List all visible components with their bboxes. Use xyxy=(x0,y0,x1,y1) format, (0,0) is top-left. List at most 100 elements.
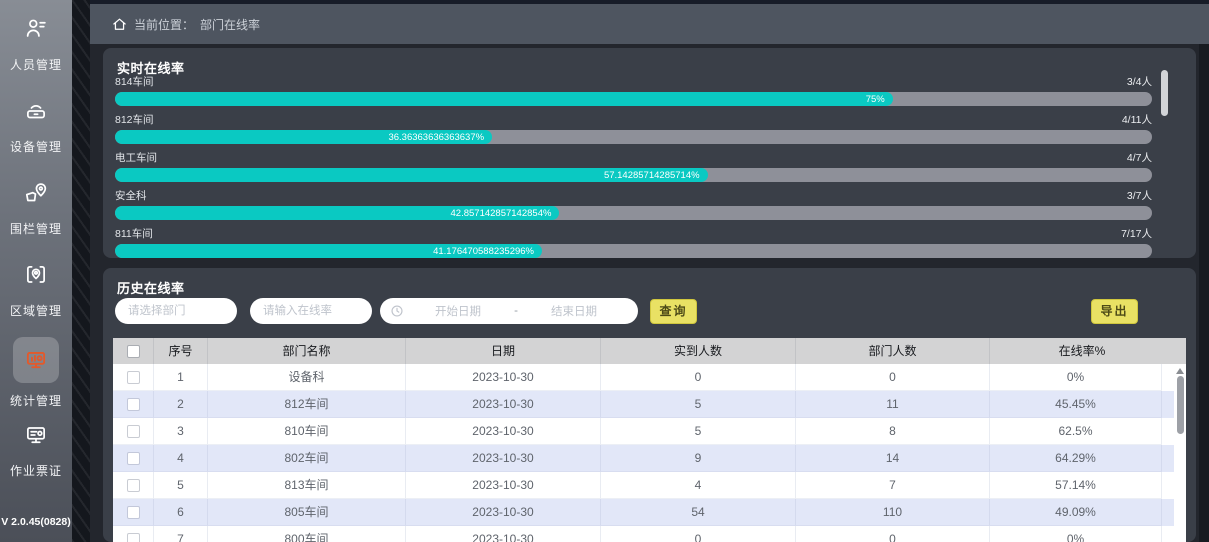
cell-total: 7 xyxy=(796,472,990,499)
table-row[interactable]: 7 800车间 2023-10-30 0 0 0% xyxy=(113,526,1186,542)
bar-dept-label: 812车间 xyxy=(115,114,154,126)
bar-count-label: 3/7人 xyxy=(1126,190,1152,202)
table-row[interactable]: 4 802车间 2023-10-30 9 14 64.29% xyxy=(113,445,1186,472)
table-scrollbar-thumb[interactable] xyxy=(1176,376,1184,434)
bar-track: 75% xyxy=(115,92,1152,106)
realtime-scrollbar-thumb[interactable] xyxy=(1161,70,1168,116)
sidebar-item-work-ticket[interactable]: 作业票证 xyxy=(0,422,72,479)
sidebar-item-area[interactable]: 区域管理 xyxy=(0,262,72,319)
column-header-date: 日期 xyxy=(406,338,601,364)
department-select-input[interactable] xyxy=(115,298,237,324)
table-row[interactable]: 6 805车间 2023-10-30 54 110 49.09% xyxy=(113,499,1186,526)
cell-total: 8 xyxy=(796,418,990,445)
home-icon xyxy=(113,18,126,30)
bar-percent-label: 57.14285714285714% xyxy=(603,169,700,181)
bar-count-label: 4/7人 xyxy=(1126,152,1152,164)
ticket-icon xyxy=(23,422,49,448)
cell-rate: 45.45% xyxy=(990,391,1162,418)
row-checkbox[interactable] xyxy=(126,532,140,542)
row-checkbox[interactable] xyxy=(126,451,140,465)
cell-date: 2023-10-30 xyxy=(406,499,601,526)
scroll-up-icon[interactable] xyxy=(1176,368,1184,374)
cell-rate: 0% xyxy=(990,526,1162,542)
sidebar-divider xyxy=(72,0,90,542)
cell-date: 2023-10-30 xyxy=(406,418,601,445)
app-version: V 2.0.45(0828) xyxy=(1,516,71,528)
cell-total: 0 xyxy=(796,526,990,542)
history-table: 序号 部门名称 日期 实到人数 部门人数 在线率% 1 设备科 2023-10-… xyxy=(113,338,1186,542)
breadcrumb-page: 部门在线率 xyxy=(200,18,261,32)
end-date-placeholder[interactable]: 结束日期 xyxy=(550,306,597,318)
history-panel-title: 历史在线率 xyxy=(117,281,185,296)
header-checkbox-cell xyxy=(113,338,154,364)
row-checkbox[interactable] xyxy=(126,370,140,384)
sidebar-item-statistics[interactable]: 统计管理 xyxy=(0,337,72,409)
cell-actual: 9 xyxy=(601,445,796,472)
active-item-highlight xyxy=(13,337,59,383)
row-checkbox[interactable] xyxy=(126,478,140,492)
bar-track: 41.176470588235296% xyxy=(115,244,1152,258)
bar-dept-label: 814车间 xyxy=(115,76,154,88)
cell-actual: 0 xyxy=(601,364,796,391)
bar-dept-label: 811车间 xyxy=(115,228,153,240)
row-checkbox[interactable] xyxy=(126,424,140,438)
start-date-placeholder[interactable]: 开始日期 xyxy=(435,306,482,318)
sidebar-item-personnel[interactable]: 人员管理 xyxy=(0,16,72,73)
sidebar-item-label: 统计管理 xyxy=(9,394,62,408)
cell-index: 3 xyxy=(154,418,208,445)
users-icon xyxy=(23,16,49,42)
bar-percent-label: 41.176470588235296% xyxy=(433,245,534,257)
export-button[interactable]: 导出 xyxy=(1091,299,1138,324)
bar-fill: 36.36363636363637% xyxy=(115,130,493,144)
cell-rate: 0% xyxy=(990,364,1162,391)
table-row[interactable]: 1 设备科 2023-10-30 0 0 0% xyxy=(113,364,1186,391)
sidebar-item-fence[interactable]: 围栏管理 xyxy=(0,180,72,237)
online-rate-input[interactable] xyxy=(250,298,372,324)
breadcrumb-label: 当前位置： xyxy=(134,18,195,32)
table-header: 序号 部门名称 日期 实到人数 部门人数 在线率% xyxy=(113,338,1186,364)
bar-percent-label: 75% xyxy=(865,93,885,105)
cell-actual: 5 xyxy=(601,391,796,418)
cell-rate: 64.29% xyxy=(990,445,1162,472)
bar-count-label: 4/11人 xyxy=(1121,114,1152,126)
clock-icon xyxy=(391,305,403,317)
realtime-bar-row: 电工车间 4/7人 57.14285714285714% xyxy=(115,148,1152,186)
select-all-checkbox[interactable] xyxy=(126,344,140,358)
right-edge-strip xyxy=(1199,44,1209,542)
table-row[interactable]: 2 812车间 2023-10-30 5 11 45.45% xyxy=(113,391,1186,418)
date-range-picker[interactable]: 开始日期 - 结束日期 xyxy=(380,298,638,324)
realtime-panel-title: 实时在线率 xyxy=(117,61,185,76)
sidebar-item-label: 设备管理 xyxy=(9,140,62,154)
table-row[interactable]: 5 813车间 2023-10-30 4 7 57.14% xyxy=(113,472,1186,499)
search-button[interactable]: 查询 xyxy=(650,299,697,324)
cell-department: 802车间 xyxy=(208,445,406,472)
bar-count-label: 3/4人 xyxy=(1126,76,1152,88)
cell-department: 810车间 xyxy=(208,418,406,445)
bar-fill: 57.14285714285714% xyxy=(115,168,708,182)
row-checkbox[interactable] xyxy=(126,505,140,519)
realtime-online-panel: 实时在线率 814车间 3/4人 75% 812车间 4/11人 36.3636… xyxy=(103,48,1196,258)
row-checkbox-cell xyxy=(113,499,154,526)
bar-fill: 41.176470588235296% xyxy=(115,244,542,258)
cell-index: 7 xyxy=(154,526,208,542)
stats-icon xyxy=(23,347,49,373)
cell-rate: 57.14% xyxy=(990,472,1162,499)
sidebar-item-equipment[interactable]: 设备管理 xyxy=(0,98,72,155)
history-online-panel: 历史在线率 开始日期 - 结束日期 查询 导出 序号 部门名称 日期 实到人数 … xyxy=(103,268,1196,542)
cell-total: 110 xyxy=(796,499,990,526)
bar-track: 42.857142857142854% xyxy=(115,206,1152,220)
cell-date: 2023-10-30 xyxy=(406,364,601,391)
cell-actual: 4 xyxy=(601,472,796,499)
row-checkbox[interactable] xyxy=(126,397,140,411)
table-scrollbar[interactable] xyxy=(1174,364,1186,542)
bar-track: 57.14285714285714% xyxy=(115,168,1152,182)
cell-index: 4 xyxy=(154,445,208,472)
realtime-bar-row: 812车间 4/11人 36.36363636363637% xyxy=(115,110,1152,148)
cell-actual: 54 xyxy=(601,499,796,526)
topbar: 当前位置： 部门在线率 xyxy=(90,4,1209,44)
column-header-rate: 在线率% xyxy=(1058,344,1106,358)
cell-date: 2023-10-30 xyxy=(406,526,601,542)
table-row[interactable]: 3 810车间 2023-10-30 5 8 62.5% xyxy=(113,418,1186,445)
realtime-bars: 814车间 3/4人 75% 812车间 4/11人 36.3636363636… xyxy=(115,72,1152,258)
column-header-total: 部门人数 xyxy=(796,338,990,364)
